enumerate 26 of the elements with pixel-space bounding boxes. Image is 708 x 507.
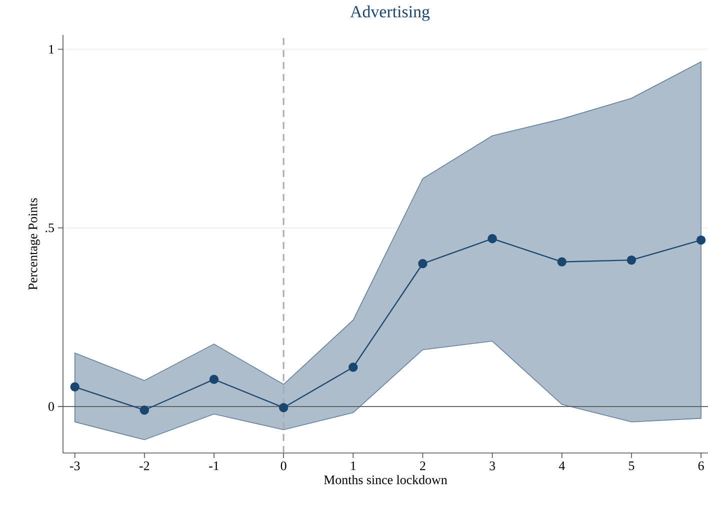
x-tick-label: 0 bbox=[280, 462, 286, 470]
y-tick-label: 1 bbox=[49, 45, 54, 54]
point bbox=[418, 259, 428, 268]
chart-title: Advertising bbox=[350, 6, 430, 21]
x-tick-label: 1 bbox=[351, 462, 356, 470]
point bbox=[278, 403, 288, 412]
point bbox=[557, 257, 566, 266]
point bbox=[488, 234, 497, 244]
x-tick-label: -2 bbox=[140, 462, 150, 470]
x-tick-label: 3 bbox=[490, 462, 496, 470]
y-tick-label: 0 bbox=[48, 402, 54, 411]
x-tick-label: -3 bbox=[70, 462, 80, 470]
x-axis-title: Months since lockdown bbox=[324, 475, 448, 484]
y-tick-label: .5 bbox=[46, 224, 54, 232]
y-axis-title: Percentage Points bbox=[28, 198, 40, 290]
point bbox=[348, 362, 358, 372]
x-tick-label: -1 bbox=[209, 462, 219, 470]
point bbox=[140, 406, 150, 415]
point bbox=[70, 382, 80, 392]
x-tick-label: 5 bbox=[628, 462, 634, 470]
point bbox=[696, 235, 706, 245]
x-tick-label: 2 bbox=[420, 462, 426, 470]
x-tick-label: 6 bbox=[698, 462, 704, 470]
point bbox=[626, 255, 636, 265]
x-tick-label: 4 bbox=[558, 462, 565, 470]
point bbox=[209, 374, 219, 384]
